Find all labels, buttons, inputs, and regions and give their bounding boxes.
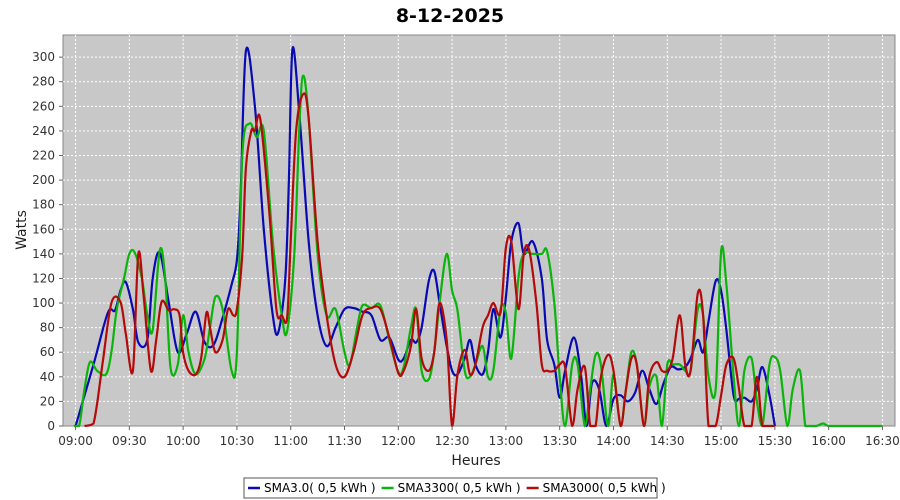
y-tick-label: 160 (32, 222, 55, 236)
x-tick-label: 14:00 (596, 434, 631, 448)
chart-title: 8-12-2025 (396, 5, 504, 27)
x-tick-label: 13:30 (542, 434, 577, 448)
x-axis: 09:00 09:30 10:00 10:30 11:00 11:30 12:00 12:30… (58, 426, 900, 448)
y-tick-label: 140 (32, 247, 55, 261)
x-tick-label: 13:00 (489, 434, 524, 448)
legend-label: SMA3300( 0,5 kWh ) (398, 481, 521, 495)
x-tick-label: 15:30 (758, 434, 793, 448)
y-tick-label: 100 (32, 296, 55, 310)
y-axis-label: Watts (14, 210, 30, 250)
x-tick-label: 16:30 (865, 434, 900, 448)
x-tick-label: 11:00 (273, 434, 308, 448)
y-tick-label: 220 (32, 148, 55, 162)
y-tick-label: 260 (32, 99, 55, 113)
legend-label: SMA3.0( 0,5 kWh ) (264, 481, 376, 495)
y-tick-label: 200 (32, 173, 55, 187)
y-tick-label: 120 (32, 271, 55, 285)
x-tick-label: 09:30 (112, 434, 147, 448)
x-tick-label: 10:00 (166, 434, 201, 448)
x-tick-label: 10:30 (220, 434, 255, 448)
series-line-3 (84, 92, 775, 428)
y-tick-label: 20 (40, 394, 55, 408)
y-tick-label: 60 (40, 345, 55, 359)
y-tick-label: 280 (32, 75, 55, 89)
grid-lines (63, 35, 895, 426)
legend: SMA3.0( 0,5 kWh ) SMA3300( 0,5 kWh ) SMA30… (243, 477, 666, 499)
x-tick-label: 14:30 (650, 434, 685, 448)
x-tick-label: 11:30 (327, 434, 362, 448)
legend-box (243, 477, 658, 499)
x-tick-label: 15:00 (704, 434, 739, 448)
y-tick-label: 300 (32, 50, 55, 64)
y-tick-label: 240 (32, 124, 55, 138)
x-tick-label: 12:30 (435, 434, 470, 448)
y-axis: 0 20 40 60 80 100 120 140 160 180 200 220 240 260 280 3… (32, 50, 63, 433)
x-tick-label: 16:00 (811, 434, 846, 448)
y-tick-label: 180 (32, 198, 55, 212)
y-tick-label: 80 (40, 321, 55, 335)
x-tick-label: 09:00 (58, 434, 93, 448)
y-tick-label: 40 (40, 370, 55, 384)
y-tick-label: 0 (47, 419, 55, 433)
x-axis-label: Heures (451, 453, 500, 469)
legend-label: SMA3000( 0,5 kWh ) (543, 481, 666, 495)
series-lines (73, 46, 883, 428)
x-tick-label: 12:00 (381, 434, 416, 448)
